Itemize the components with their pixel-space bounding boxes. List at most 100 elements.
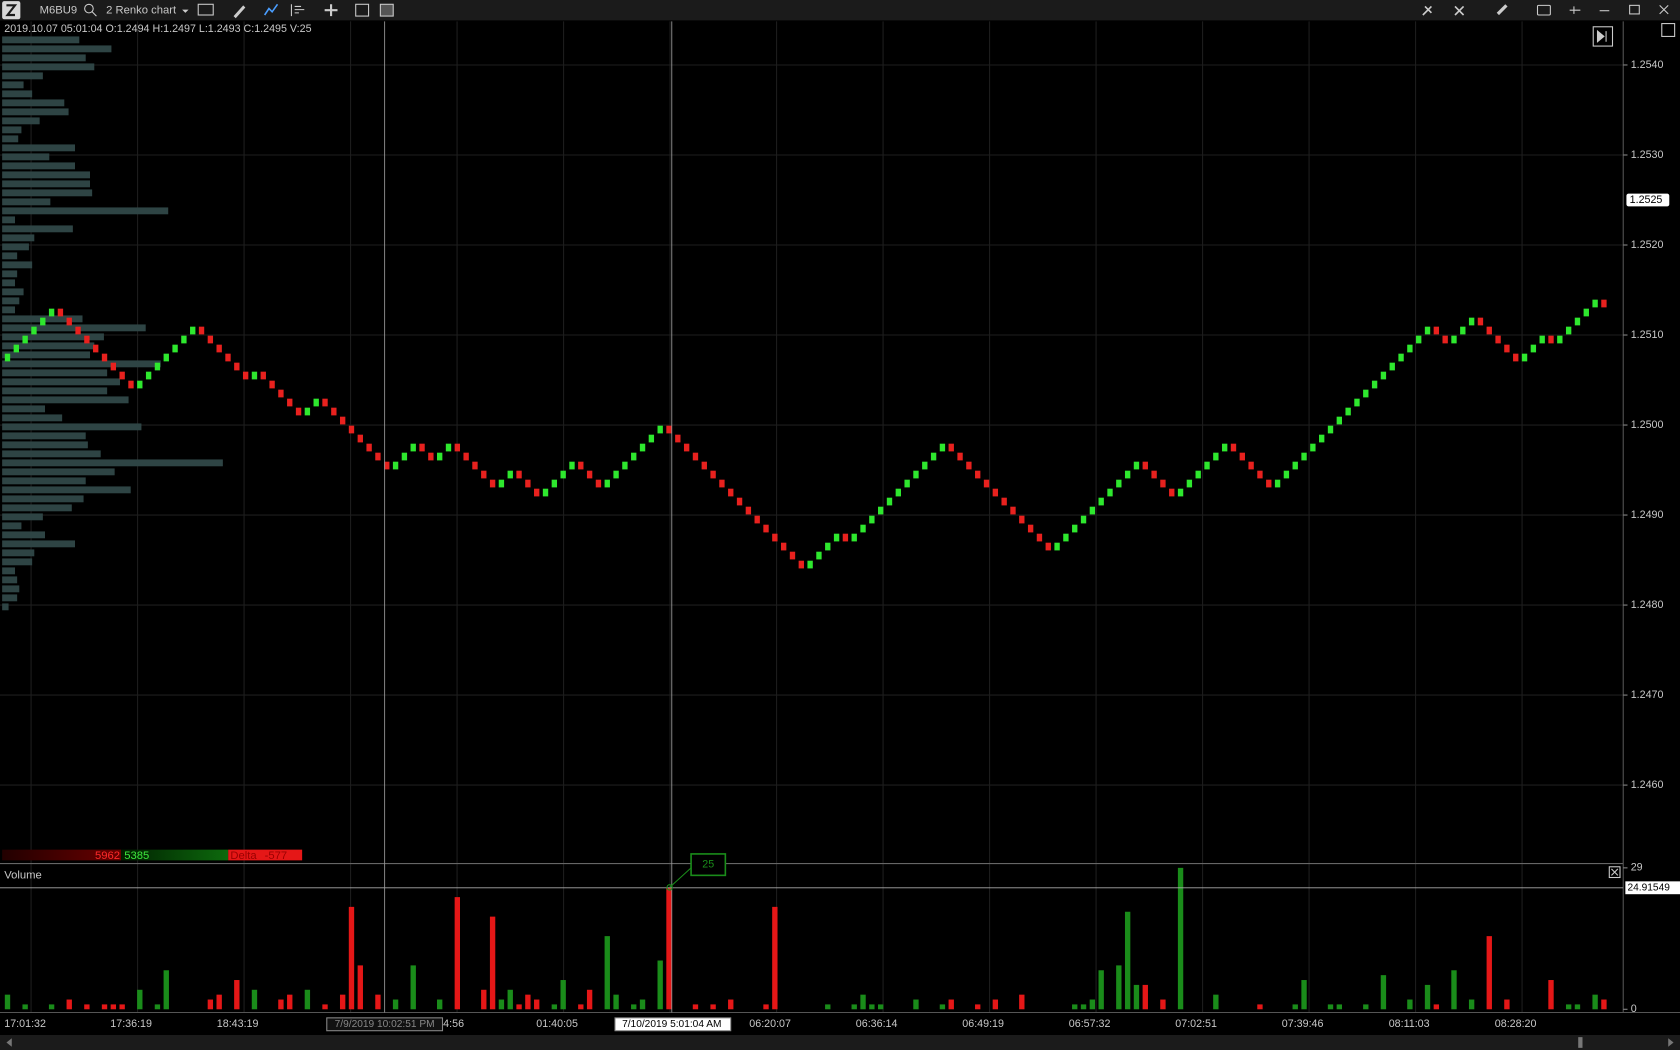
volume-bar [1407, 999, 1413, 1010]
maximize-button[interactable] [1629, 4, 1640, 15]
tools-button[interactable] [1422, 5, 1432, 16]
renko-brick-up [13, 344, 19, 353]
volume-bar [154, 1004, 161, 1010]
volume-bar [278, 999, 284, 1010]
renko-brick-up [886, 497, 893, 506]
renko-brick-up [542, 488, 549, 497]
profile-bar [2, 576, 18, 584]
last-price-label: 1.2525 [1630, 194, 1663, 206]
volume-bar [498, 999, 505, 1010]
marks: 1.2540 1.2530 1.2520 1.2510 1.2500 1.2490 1.24… [0, 21, 1680, 1032]
profile-bar [2, 423, 142, 431]
profile-bar [2, 171, 90, 179]
volume-bar [84, 1004, 90, 1010]
profile-bar [2, 90, 33, 98]
scroll-to-end-button[interactable] [1592, 26, 1614, 47]
profile-bar [2, 288, 24, 296]
renko-brick-down [322, 398, 328, 407]
profile-bar [2, 396, 129, 404]
renko-brick-down [234, 362, 240, 371]
price-scale-button[interactable] [1661, 23, 1676, 37]
y-tick-label: 1.2480 [1631, 599, 1664, 611]
scroll-thumb[interactable] [1578, 1037, 1583, 1048]
scroll-left[interactable] [6, 1038, 12, 1047]
indicator-button[interactable] [263, 3, 279, 16]
renko-brick-down [375, 452, 381, 461]
volume-bar [507, 989, 513, 1010]
volume-bar [913, 999, 919, 1010]
renko-brick-up [4, 353, 11, 362]
close-pane-button[interactable] [1608, 866, 1621, 879]
template-button[interactable] [290, 4, 305, 17]
draw-button[interactable] [233, 5, 246, 19]
renko-brick-down [119, 371, 125, 380]
renko-brick-up [1583, 308, 1589, 317]
profile-bar [2, 99, 65, 107]
renko-brick-up [1213, 452, 1219, 461]
scrollbar[interactable] [0, 1035, 1680, 1050]
volume-bar [1177, 867, 1184, 1010]
renko-brick-down [763, 524, 769, 533]
renko-brick-down [75, 326, 81, 335]
renko-brick-down [525, 479, 531, 488]
volume-bar [1213, 994, 1219, 1010]
volume-bar [1160, 999, 1166, 1010]
volume-bar [639, 999, 646, 1010]
x-tick-label: 07:39:46 [1282, 1018, 1324, 1030]
close-button[interactable] [1659, 4, 1669, 15]
scroll-right[interactable] [1668, 1038, 1674, 1047]
renko-brick-up [1380, 371, 1387, 380]
renko-brick-up [137, 380, 143, 389]
renko-brick-down [1239, 452, 1245, 461]
volume-bar [48, 1004, 55, 1010]
renko-brick-down [1142, 461, 1148, 470]
volume-bar [551, 1004, 558, 1010]
cross-button[interactable] [1454, 5, 1465, 16]
volume-bar [1424, 984, 1431, 1010]
volume-bar [119, 1004, 125, 1010]
symbol[interactable]: M6BU9 [40, 5, 78, 17]
pin-button[interactable] [1569, 6, 1581, 14]
renko-brick-down [1230, 443, 1237, 452]
volume-bar [586, 989, 593, 1010]
add-button[interactable] [324, 4, 338, 17]
renko-brick-up [1460, 326, 1466, 335]
screenshot-button[interactable] [1536, 4, 1551, 16]
renko-brick-down [101, 353, 108, 362]
volume-bar [1301, 980, 1307, 1010]
volume-bar [692, 1004, 699, 1010]
sell-volume: 5962 [95, 850, 120, 862]
renko-brick-down [454, 443, 461, 452]
volume-bar [1142, 984, 1148, 1010]
renko-brick-up [816, 551, 822, 560]
renko-brick-down [1036, 533, 1043, 542]
volume-bar [4, 994, 11, 1010]
renko-brick-up [1195, 470, 1201, 479]
profile-bar [2, 72, 43, 80]
renko-brick-down [57, 308, 64, 317]
layout-button[interactable] [379, 3, 394, 17]
renko-brick-down [789, 551, 796, 560]
scroll-to-end-icon [1596, 29, 1607, 43]
renko-brick-down [578, 461, 584, 470]
renko-brick-down [295, 407, 302, 416]
volume-bar [860, 994, 866, 1010]
volume-bar [357, 965, 363, 1010]
profile-bar [2, 351, 90, 359]
y-tick-label: 1.2520 [1631, 239, 1664, 251]
window-button[interactable] [355, 3, 370, 17]
link-button[interactable] [1496, 4, 1508, 16]
tooltip-anchor [666, 884, 673, 891]
volume-bar [1019, 994, 1025, 1010]
renko-brick-down [1019, 515, 1025, 524]
renko-brick-down [1548, 335, 1554, 344]
profile-bar [2, 549, 35, 557]
profile-bar [2, 495, 84, 503]
volume-bar [1433, 1004, 1440, 1010]
chart-name[interactable]: 2 Renko chart [106, 5, 177, 17]
renko-brick-up [1283, 470, 1290, 479]
chart-type-button[interactable] [197, 3, 214, 16]
renko-brick-up [1072, 524, 1078, 533]
x-tick-label: 17:01:32 [4, 1018, 46, 1030]
search-icon[interactable] [84, 3, 94, 14]
